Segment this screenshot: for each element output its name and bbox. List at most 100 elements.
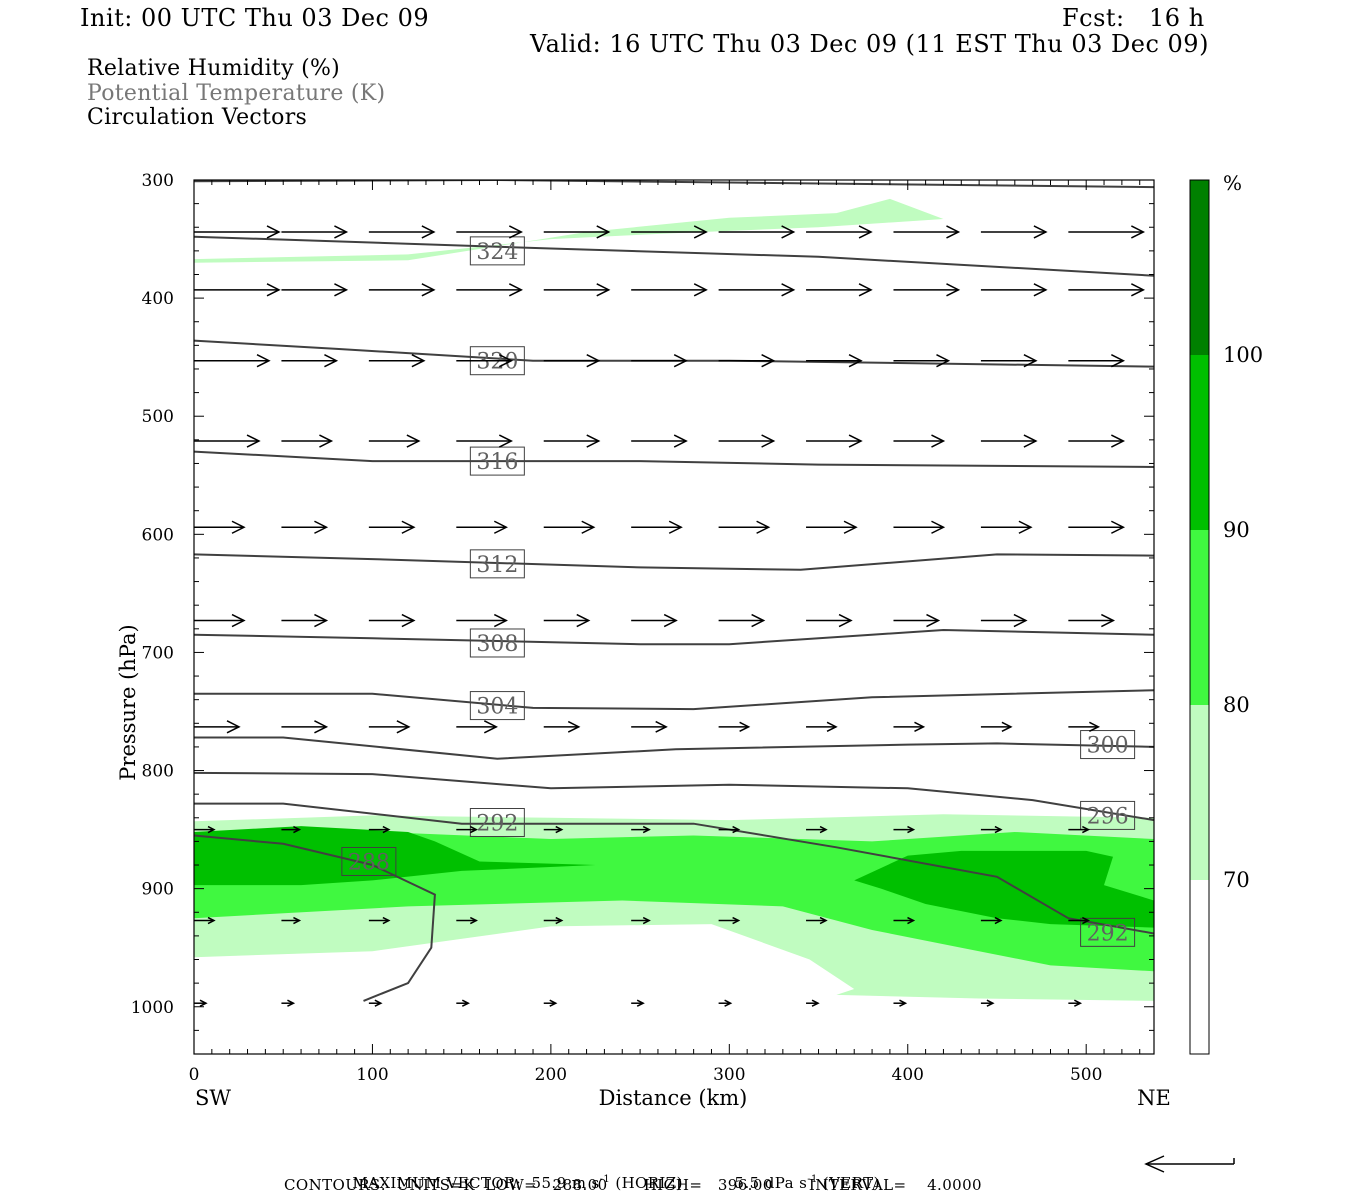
wind-vector [806,225,873,239]
wind-vector [893,354,951,368]
colorbar-unit: % [1223,171,1242,195]
wind-vector [194,520,246,534]
wind-vector [631,825,651,834]
wind-vector [631,613,678,628]
theta-label-304: 304 [476,695,518,720]
wind-vector [543,999,558,1007]
wind-vector [368,613,416,628]
theta-line-324-10 [194,235,1154,277]
circulation-vectors [194,225,1146,1007]
colorbar-tick-label: 80 [1223,693,1250,717]
wind-vector [281,825,302,834]
horiz-tag: (HORIZ) [615,1174,683,1192]
wind-vector [806,434,863,448]
wind-vector [893,916,916,925]
wind-vector [543,283,611,297]
max-vector-label: MAXIMUM VECTOR: [352,1174,522,1192]
theta-label-312: 312 [476,553,518,578]
wind-vector [456,999,470,1007]
x-tick-label: 300 [713,1065,745,1085]
wind-vector [368,354,426,368]
wind-vector [980,825,1003,834]
wind-vector [1068,721,1101,733]
wind-vector [1068,999,1083,1007]
forecast-hour: Fcst: 16 h [1062,4,1205,32]
horiz-exponent: -1 [599,1174,611,1185]
wind-vector [718,434,776,448]
wind-vector [806,520,858,534]
relative-humidity-fill [194,198,1154,1001]
y-tick-label: 1000 [131,998,174,1018]
wind-vector [1068,434,1126,448]
wind-vector [194,999,208,1007]
wind-vector [543,720,581,733]
wind-vector [368,999,383,1007]
theta-label-320: 320 [476,350,518,375]
wind-vector [281,283,349,297]
wind-vector [718,999,733,1007]
wind-vector [281,225,349,239]
wind-vector [806,721,838,733]
theta-label-box-1 [469,808,525,838]
wind-vector [893,283,961,297]
theta-label-316: 316 [476,450,518,475]
wind-vector [543,613,591,628]
theta-line-304-5 [194,689,1154,711]
potential-temperature-contours: 288 292 292 296 300 304 308 312 316 320 324 [194,180,1154,1002]
wind-vector [893,613,941,628]
theta-label-box-6 [469,628,525,658]
wind-vector [543,825,564,834]
wind-vector [1068,354,1126,368]
theta-label-292: 292 [476,812,518,837]
y-tick-label: 500 [142,407,174,427]
sw-label: SW [195,1086,231,1110]
rh-region-70-80-1 [194,198,944,263]
theta-label-296: 296 [1087,804,1129,829]
theta-line-288-0 [194,834,436,1002]
wind-vector [718,613,766,628]
wind-vector [456,283,523,297]
contours-caption: CONTOURS: UNITS=K LOW= 288.00 HIGH= 396.… [284,1176,982,1194]
y-tick-label: 300 [142,171,174,191]
theta-label-box-8 [469,446,525,476]
wind-vector [980,721,1013,733]
wind-vector [718,283,796,297]
wind-vector [194,720,241,734]
wind-vector [368,283,436,297]
colorbar-segment-2 [1190,530,1209,705]
y-axis-label: Pressure (hPa) [116,624,140,780]
theta-label-324: 324 [476,240,518,265]
wind-vector [456,434,513,448]
wind-vector [631,999,645,1007]
theta-label-292: 292 [1087,921,1129,946]
wind-vector [893,721,926,733]
wind-vector [281,720,329,734]
valid-time: Valid: 16 UTC Thu 03 Dec 09 (11 EST Thu … [530,30,1209,58]
reference-vector-arrow [1144,1155,1235,1173]
wind-vector [368,825,391,834]
theta-label-300: 300 [1087,734,1129,759]
y-tick-label: 800 [142,762,174,782]
wind-vector [631,434,688,448]
wind-vector [1068,916,1091,925]
wind-vector [281,916,302,925]
wind-vector [631,354,688,368]
wind-vector [718,916,741,925]
wind-vector [806,825,828,834]
wind-vector [1068,283,1146,297]
wind-vector [281,520,329,534]
wind-vector [980,225,1048,239]
theta-line-296-3 [194,771,1154,822]
wind-vector [980,916,1003,925]
wind-vector [631,520,683,534]
y-tick-label: 700 [142,643,174,663]
x-tick-label: 200 [535,1065,567,1085]
wind-vector [368,916,391,925]
wind-vector [456,354,513,368]
wind-vector [893,225,961,239]
y-tick-label: 900 [142,880,174,900]
wind-vector [456,225,523,239]
theta-line-292-1 [194,802,1154,935]
wind-vector [456,825,478,834]
wind-vector [368,225,436,239]
